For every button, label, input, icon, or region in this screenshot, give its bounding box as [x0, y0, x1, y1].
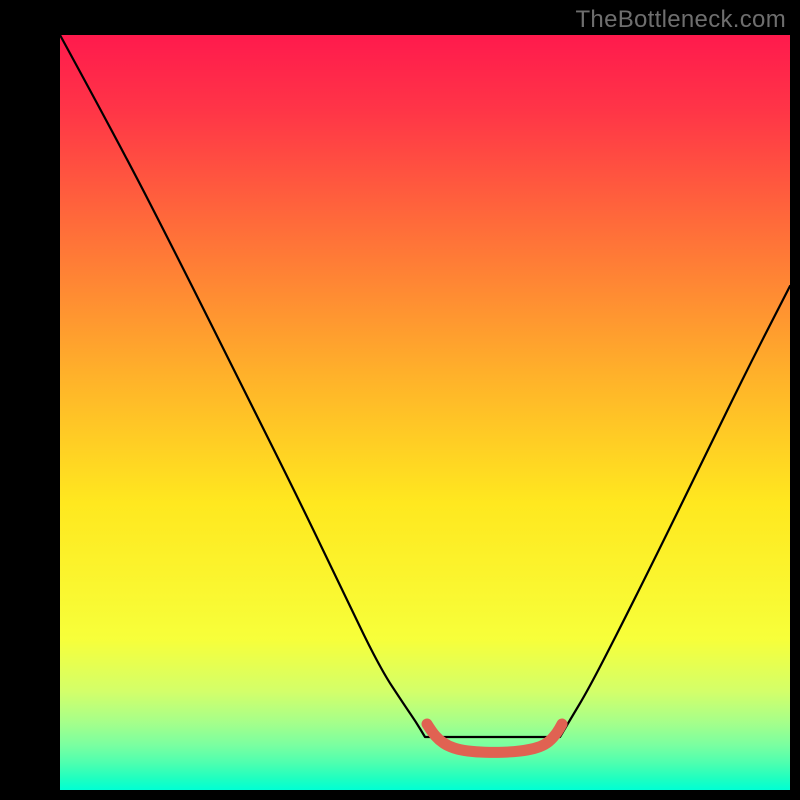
plot-background	[60, 35, 790, 790]
watermark-text: TheBottleneck.com	[575, 6, 786, 34]
chart-frame: TheBottleneck.com	[0, 0, 800, 800]
chart-svg	[0, 0, 800, 800]
